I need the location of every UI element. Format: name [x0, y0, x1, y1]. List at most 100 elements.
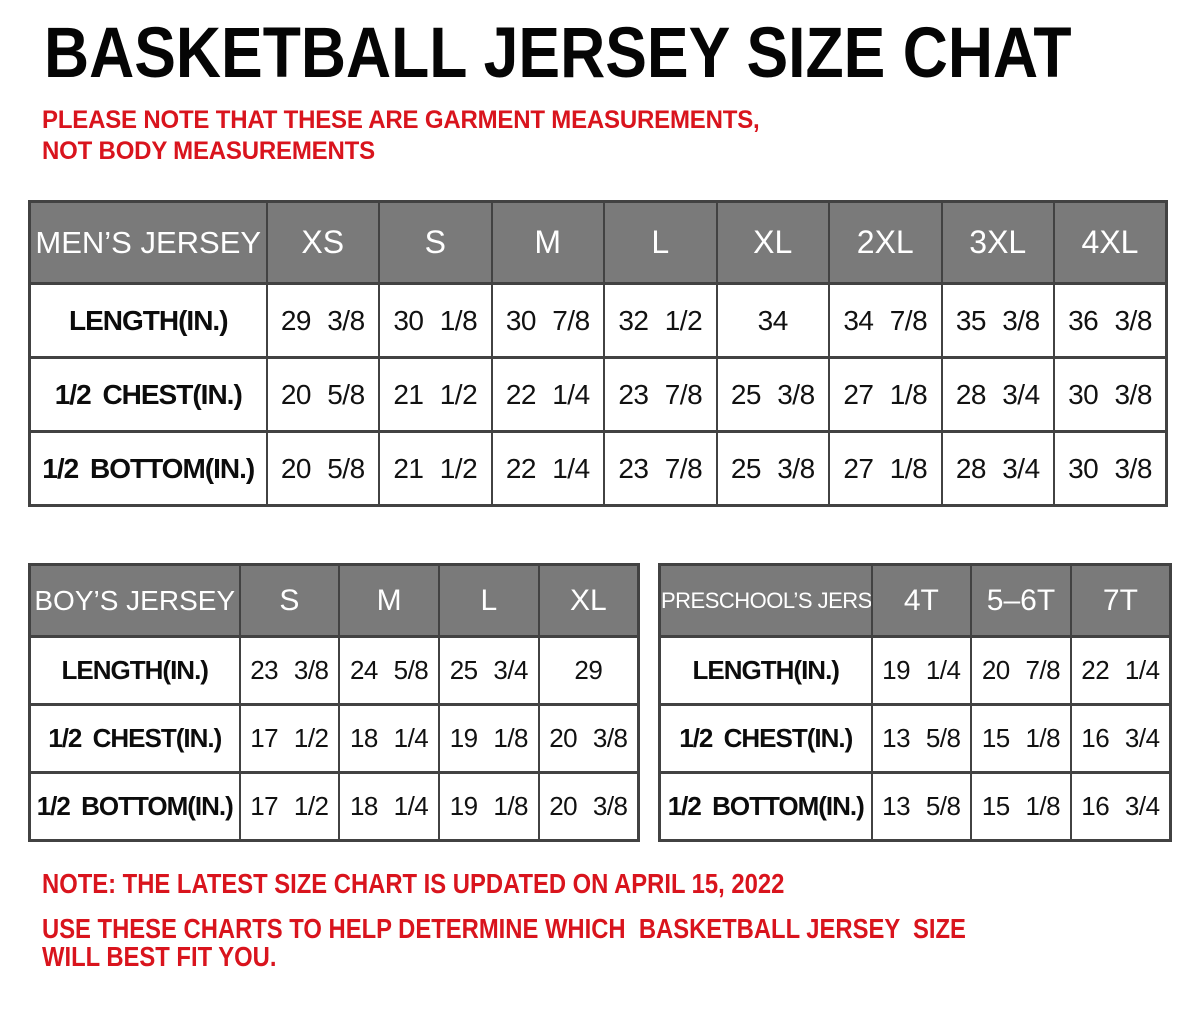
- size-header-cell: S: [378, 200, 493, 285]
- measurement-value-cell: 28 3/4: [940, 356, 1055, 433]
- measurement-value-cell: 20 3/8: [537, 771, 640, 842]
- measurement-value-cell: 25 3/4: [438, 635, 540, 706]
- measurement-row: LENGTH(IN.) 19 1/4 20 7/8 22 1/4: [658, 635, 1172, 706]
- measurement-value-cell: 32 1/2: [603, 282, 718, 359]
- size-header-cell: 4XL: [1053, 200, 1168, 285]
- measurement-value-cell: 15 1/8: [970, 703, 1072, 774]
- measurement-value-cell: 24 5/8: [338, 635, 440, 706]
- measurement-value-cell: 17 1/2: [238, 771, 341, 842]
- measurement-value-cell: 30 3/8: [1053, 356, 1168, 433]
- measurement-value-cell: 22 1/4: [1069, 635, 1172, 706]
- measurement-row: 1/2 CHEST(IN.) 20 5/8 21 1/2 22 1/4 23 7/8 25…: [28, 356, 1168, 433]
- mens-table-body: LENGTH(IN.) 29 3/8 30 1/8 30 7/8 32 1/2 34 34 …: [28, 282, 1168, 507]
- size-header-cell: 3XL: [940, 200, 1055, 285]
- measurement-value-cell: 16 3/4: [1069, 771, 1172, 842]
- measurement-value-cell: 20 5/8: [265, 430, 380, 507]
- row-label-cell: LENGTH(IN.): [658, 635, 873, 706]
- row-label-cell: 1/2 CHEST(IN.): [658, 703, 873, 774]
- measurement-value-cell: 21 1/2: [378, 356, 493, 433]
- measurement-row: LENGTH(IN.) 29 3/8 30 1/8 30 7/8 32 1/2 34 34 …: [28, 282, 1168, 359]
- size-header-cell: L: [438, 563, 540, 638]
- measurement-value-cell: 19 1/8: [438, 771, 540, 842]
- measurement-value-cell: 15 1/8: [970, 771, 1072, 842]
- garment-measurement-note: PLEASE NOTE THAT THESE ARE GARMENT MEASU…: [42, 106, 760, 165]
- row-label-cell: LENGTH(IN.): [28, 282, 268, 359]
- measurement-value-cell: 29 3/8: [265, 282, 380, 359]
- measurement-value-cell: 36 3/8: [1053, 282, 1168, 359]
- measurement-value-cell: 22 1/4: [490, 356, 605, 433]
- measurement-value-cell: 34: [715, 282, 830, 359]
- measurement-value-cell: 20 7/8: [970, 635, 1072, 706]
- row-label-cell: 1/2 CHEST(IN.): [28, 356, 268, 433]
- size-header-cell: S: [238, 563, 341, 638]
- measurement-value-cell: 20 3/8: [537, 703, 640, 774]
- measurement-value-cell: 23 7/8: [603, 430, 718, 507]
- measurement-value-cell: 23 7/8: [603, 356, 718, 433]
- footnotes: NOTE: THE LATEST SIZE CHART IS UPDATED O…: [42, 870, 1200, 971]
- mens-jersey-section: MEN’S JERSEY XS S M L XL 2XL 3XL 4XL LENGTH(IN.)…: [28, 200, 1200, 507]
- footnote-usage: USE THESE CHARTS TO HELP DETERMINE WHICH…: [42, 913, 973, 972]
- measurement-value-cell: 30 7/8: [490, 282, 605, 359]
- measurement-value-cell: 34 7/8: [828, 282, 943, 359]
- size-header-cell: 2XL: [828, 200, 943, 285]
- mens-jersey-table: MEN’S JERSEY XS S M L XL 2XL 3XL 4XL LENGTH(IN.)…: [28, 200, 1168, 507]
- measurement-value-cell: 16 3/4: [1069, 703, 1172, 774]
- row-label-cell: LENGTH(IN.): [28, 635, 241, 706]
- header-row: BOY’S JERSEY S M L XL: [28, 563, 640, 638]
- table-title-cell: PRESCHOOL’S JERSEY: [658, 563, 873, 638]
- row-label-cell: 1/2 BOTTOM(IN.): [28, 430, 268, 507]
- measurement-value-cell: 30 1/8: [378, 282, 493, 359]
- measurement-value-cell: 17 1/2: [238, 703, 341, 774]
- page-title: BASKETBALL JERSEY SIZE CHAT: [44, 14, 1072, 93]
- preschool-table-body: LENGTH(IN.) 19 1/4 20 7/8 22 1/4 1/2 CHEST(I…: [658, 635, 1172, 842]
- measurement-value-cell: 28 3/4: [940, 430, 1055, 507]
- measurement-value-cell: 18 1/4: [338, 771, 440, 842]
- measurement-row: 1/2 BOTTOM(IN.) 13 5/8 15 1/8 16 3/4: [658, 771, 1172, 842]
- measurement-value-cell: 19 1/4: [870, 635, 973, 706]
- boys-table-body: LENGTH(IN.) 23 3/8 24 5/8 25 3/4 29 1/2 CHEST…: [28, 635, 640, 842]
- footnote-updated-date: NOTE: THE LATEST SIZE CHART IS UPDATED O…: [42, 868, 785, 899]
- size-header-cell: 4T: [870, 563, 973, 638]
- mens-table-header: MEN’S JERSEY XS S M L XL 2XL 3XL 4XL: [28, 200, 1168, 285]
- size-header-cell: M: [490, 200, 605, 285]
- measurement-value-cell: 13 5/8: [870, 771, 973, 842]
- measurement-row: 1/2 BOTTOM(IN.) 17 1/2 18 1/4 19 1/8 20 3/8: [28, 771, 640, 842]
- table-title-cell: MEN’S JERSEY: [28, 200, 268, 285]
- size-header-cell: M: [338, 563, 440, 638]
- measurement-row: LENGTH(IN.) 23 3/8 24 5/8 25 3/4 29: [28, 635, 640, 706]
- size-header-cell: XS: [265, 200, 380, 285]
- size-header-cell: L: [603, 200, 718, 285]
- size-header-cell: 7T: [1069, 563, 1172, 638]
- size-header-cell: XL: [715, 200, 830, 285]
- measurement-value-cell: 19 1/8: [438, 703, 540, 774]
- measurement-value-cell: 20 5/8: [265, 356, 380, 433]
- measurement-value-cell: 35 3/8: [940, 282, 1055, 359]
- measurement-value-cell: 30 3/8: [1053, 430, 1168, 507]
- header-row: MEN’S JERSEY XS S M L XL 2XL 3XL 4XL: [28, 200, 1168, 285]
- measurement-value-cell: 21 1/2: [378, 430, 493, 507]
- measurement-row: 1/2 BOTTOM(IN.) 20 5/8 21 1/2 22 1/4 23 7/8 2…: [28, 430, 1168, 507]
- measurement-value-cell: 27 1/8: [828, 356, 943, 433]
- measurement-value-cell: 25 3/8: [715, 356, 830, 433]
- measurement-value-cell: 23 3/8: [238, 635, 341, 706]
- size-header-cell: XL: [537, 563, 640, 638]
- measurement-value-cell: 25 3/8: [715, 430, 830, 507]
- table-title-cell: BOY’S JERSEY: [28, 563, 241, 638]
- measurement-value-cell: 18 1/4: [338, 703, 440, 774]
- measurement-value-cell: 27 1/8: [828, 430, 943, 507]
- measurement-row: 1/2 CHEST(IN.) 13 5/8 15 1/8 16 3/4: [658, 703, 1172, 774]
- measurement-value-cell: 29: [537, 635, 640, 706]
- boys-table-header: BOY’S JERSEY S M L XL: [28, 563, 640, 638]
- size-header-cell: 5–6T: [970, 563, 1072, 638]
- kids-tables-row: BOY’S JERSEY S M L XL LENGTH(IN.) 23 3/8 24 5/…: [28, 563, 1200, 842]
- boys-jersey-table: BOY’S JERSEY S M L XL LENGTH(IN.) 23 3/8 24 5/…: [28, 563, 640, 842]
- measurement-value-cell: 13 5/8: [870, 703, 973, 774]
- measurement-row: 1/2 CHEST(IN.) 17 1/2 18 1/4 19 1/8 20 3/8: [28, 703, 640, 774]
- row-label-cell: 1/2 BOTTOM(IN.): [658, 771, 873, 842]
- row-label-cell: 1/2 BOTTOM(IN.): [28, 771, 241, 842]
- row-label-cell: 1/2 CHEST(IN.): [28, 703, 241, 774]
- measurement-value-cell: 22 1/4: [490, 430, 605, 507]
